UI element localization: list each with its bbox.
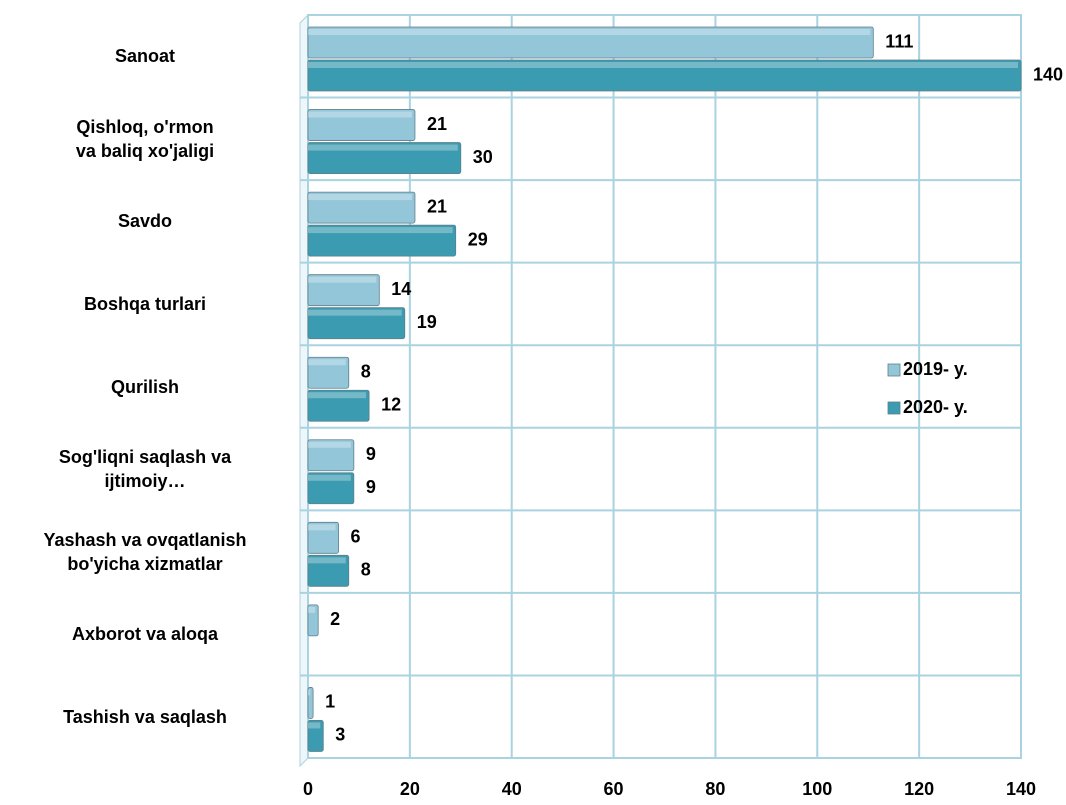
bar	[307, 307, 406, 340]
data-label: 1	[325, 692, 335, 712]
bar	[307, 389, 370, 422]
bar-highlight	[308, 227, 453, 234]
data-label: 12	[381, 394, 401, 414]
category-label: Qishloq, o'rmon va baliq xo'jaligi	[75, 116, 215, 161]
data-label: 29	[468, 229, 488, 249]
category-label: Sanoat	[114, 46, 175, 67]
bar	[307, 191, 416, 224]
bar-highlight	[308, 62, 1018, 68]
category-label: Yashash va ovqatlanish bo'yicha xizmatla…	[43, 529, 247, 574]
data-label: 2	[330, 609, 340, 629]
data-label: 111	[885, 31, 913, 51]
bar	[307, 59, 1022, 92]
bar	[307, 26, 874, 59]
side-wall	[299, 13, 309, 768]
bar-highlight	[308, 441, 351, 448]
bar-highlight	[308, 309, 402, 316]
bar-highlight	[308, 524, 336, 531]
bar-highlight	[308, 722, 321, 729]
data-label: 14	[391, 279, 411, 299]
data-label: 3	[335, 725, 345, 745]
x-tick-label: 40	[502, 779, 522, 799]
category-label: Tashish va saqlash	[63, 706, 227, 727]
bar-highlight	[308, 194, 412, 201]
x-tick-label: 100	[802, 779, 832, 799]
bar-highlight	[308, 29, 871, 35]
bar-highlight	[308, 474, 351, 481]
data-label: 8	[361, 560, 371, 580]
bar	[307, 274, 380, 307]
data-label: 19	[417, 312, 437, 332]
category-label: Savdo	[117, 211, 173, 232]
data-label: 30	[473, 147, 493, 167]
bar	[307, 224, 457, 257]
category-label: Qurilish	[110, 376, 179, 397]
bar-highlight	[308, 606, 316, 613]
legend-swatch	[887, 363, 901, 377]
bar	[307, 687, 314, 719]
bar	[307, 439, 355, 472]
bar-highlight	[308, 557, 346, 564]
bar	[307, 109, 416, 141]
data-label: 6	[351, 527, 361, 547]
bar-highlight	[308, 144, 458, 151]
data-label: 8	[361, 361, 371, 381]
x-tick-label: 20	[400, 779, 420, 799]
bar	[307, 521, 339, 554]
x-tick-label: 120	[904, 779, 934, 799]
bar	[307, 720, 324, 752]
category-label: Axborot va aloqa	[71, 624, 219, 645]
bar	[307, 472, 355, 505]
category-label: Boshqa turlari	[83, 293, 207, 314]
x-tick-label: 80	[705, 779, 725, 799]
data-label: 9	[366, 444, 376, 464]
bar	[307, 604, 319, 637]
bar-highlight	[308, 392, 367, 399]
x-tick-label: 60	[604, 779, 624, 799]
legend-swatch	[887, 401, 901, 415]
data-label: 9	[366, 477, 376, 497]
data-label: 21	[427, 196, 447, 216]
legend-label: 2019- y.	[903, 359, 968, 379]
data-label: 21	[427, 114, 447, 134]
legend-label: 2020- y.	[903, 397, 968, 417]
category-label: Sog'liqni saqlash va ijtimoiy…	[58, 447, 232, 492]
bar	[307, 142, 462, 174]
data-label: 140	[1033, 64, 1063, 84]
bar-highlight	[308, 359, 346, 366]
bar	[307, 356, 350, 389]
bar-highlight	[308, 276, 377, 283]
bar	[307, 554, 350, 587]
bar-highlight	[308, 111, 412, 118]
x-tick-label: 0	[303, 779, 313, 799]
bar-highlight	[308, 689, 311, 696]
x-tick-label: 140	[1006, 779, 1036, 799]
